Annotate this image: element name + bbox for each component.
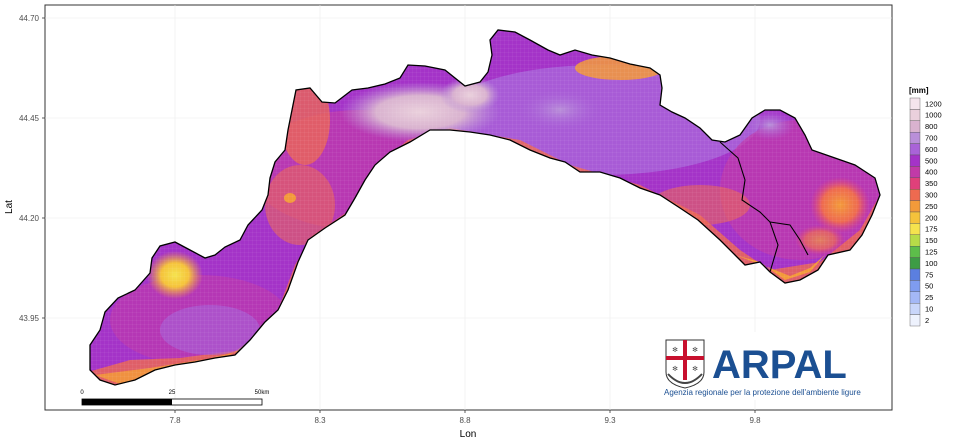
legend-label: 100 [925,259,938,268]
legend-swatch [909,314,921,327]
legend-swatch [909,154,921,167]
legend-label: 300 [925,191,938,200]
logo-name: ARPAL [712,343,847,387]
x-tick-label: 8.8 [459,416,471,425]
legend-label: 25 [925,293,933,302]
y-tick-label: 43.95 [19,314,40,323]
y-axis-title: Lat [4,200,15,214]
legend-swatch [909,109,921,122]
legend-swatch [909,257,921,270]
province-borders [719,141,809,273]
legend-label: 250 [925,202,938,211]
legend-label: 2 [925,316,929,325]
legend-label: 200 [925,213,938,222]
y-tick-label: 44.45 [19,114,40,123]
legend-swatch [909,143,921,156]
y-tick-label: 44.70 [19,14,40,23]
legend-swatch [909,177,921,190]
legend-swatch [909,97,921,110]
svg-text:✻: ✻ [672,365,678,373]
svg-text:✻: ✻ [692,365,698,373]
legend-label: 10 [925,305,933,314]
logo-subtitle: Agenzia regionale per la protezione dell… [664,388,861,397]
legend-label: 50 [925,282,933,291]
legend-swatch [909,291,921,304]
x-tick-label: 9.3 [604,416,616,425]
legend-label: 800 [925,122,938,131]
scale-label: 25 [169,390,176,396]
legend-swatch [909,303,921,315]
legend-label: 500 [925,156,938,165]
legend-swatch [909,223,921,235]
legend-label: 175 [925,225,938,234]
legend-swatch [909,188,921,201]
legend-label: 150 [925,236,938,245]
x-tick-label: 9.8 [749,416,761,425]
legend: [mm] 12001000800700600500400350300250200… [909,86,942,327]
legend-swatch [909,280,921,292]
svg-text:✻: ✻ [672,346,678,354]
legend-label: 1200 [925,99,942,108]
legend-label: 350 [925,179,938,188]
legend-title: [mm] [909,86,929,95]
x-tick-label: 7.8 [169,416,181,425]
legend-swatch [909,120,921,133]
legend-label: 700 [925,134,938,143]
scale-label: 0 [80,390,84,396]
legend-label: 600 [925,145,938,154]
x-axis-title: Lon [460,429,477,440]
scale-bar: 0 25 50km [80,390,270,406]
legend-swatch [909,234,921,247]
arpal-logo: ✻ ✻ ✻ ✻ ARPAL Agenzia regionale per la p… [657,332,885,400]
liguria-crest-icon: ✻ ✻ ✻ ✻ [665,339,705,389]
legend-label: 75 [925,270,933,279]
legend-swatch [909,245,921,258]
svg-text:✻: ✻ [692,346,698,354]
x-tick-label: 8.3 [314,416,326,425]
legend-label: 125 [925,248,938,257]
legend-swatch [909,131,921,144]
legend-swatch [909,211,921,224]
legend-swatch [909,200,921,213]
scale-label: 50km [255,390,270,396]
legend-swatch [909,166,921,178]
legend-label: 400 [925,168,938,177]
y-tick-label: 44.20 [19,214,40,223]
axis-ticks [42,17,756,413]
legend-label: 1000 [925,111,942,120]
legend-swatch [909,268,921,281]
